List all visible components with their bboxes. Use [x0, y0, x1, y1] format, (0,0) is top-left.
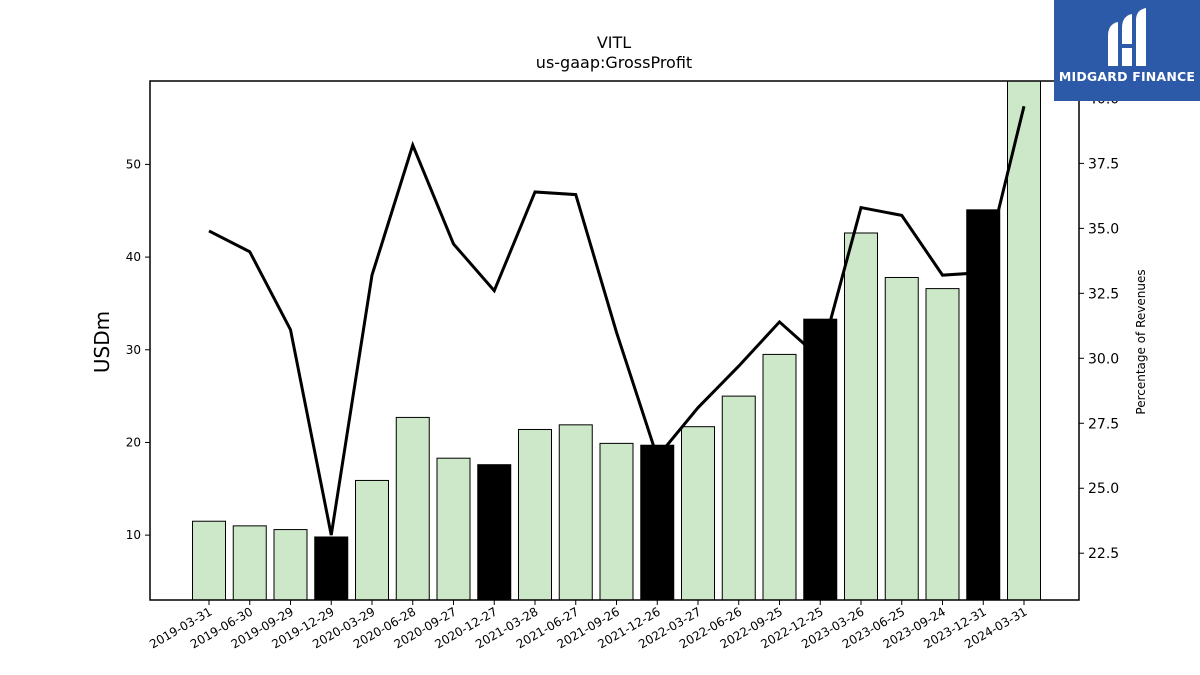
- y2-tick-label: 35.0: [1088, 221, 1119, 237]
- bar-2021-12-26: [640, 444, 675, 601]
- y2-tick-label: 27.5: [1088, 416, 1119, 432]
- y2-axis-label: Percentage of Revenues: [1134, 269, 1148, 414]
- chart-subtitle: us-gaap:GrossProfit: [536, 53, 692, 72]
- y-tick-label: 20: [126, 435, 141, 449]
- bar-2022-03-27: [681, 426, 715, 601]
- x-axis: 2019-03-312019-06-302019-09-292019-12-29…: [147, 600, 1030, 651]
- bar-2022-12-25: [803, 318, 838, 601]
- y2-tick-label: 30.0: [1088, 351, 1119, 367]
- chart-title: VITL: [597, 33, 631, 52]
- bar-2020-12-27: [477, 464, 512, 601]
- y-tick-label: 10: [126, 528, 141, 542]
- y-tick-label: 50: [126, 157, 141, 171]
- bar-2021-03-28: [518, 428, 552, 601]
- line-percentage-of-revenues: [208, 105, 1026, 536]
- bar-series: [192, 80, 1041, 601]
- bar-2024-03-31: [1007, 80, 1041, 601]
- bar-2020-03-29: [355, 479, 389, 601]
- y2-tick-label: 37.5: [1088, 156, 1119, 172]
- bar-2023-12-31: [966, 209, 1001, 601]
- logo-text: MIDGARD FINANCE: [1058, 69, 1196, 84]
- y2-tick-label: 25.0: [1088, 481, 1119, 497]
- line-series: [208, 105, 1026, 536]
- right-axis: 22.525.027.530.032.535.037.540.0: [1079, 91, 1119, 562]
- bar-2019-12-29: [314, 536, 349, 601]
- midgard-logo-icon: [1108, 8, 1146, 66]
- bar-2020-09-27: [436, 457, 471, 601]
- bar-2023-06-25: [884, 276, 919, 601]
- y-axis-label: USDm: [90, 311, 114, 373]
- y-tick-label: 30: [126, 343, 141, 357]
- y2-tick-label: 32.5: [1088, 286, 1119, 302]
- bar-2019-09-29: [273, 529, 308, 601]
- y2-tick-label: 22.5: [1088, 546, 1119, 562]
- bar-2020-06-28: [395, 416, 430, 601]
- bar-2022-09-25: [762, 353, 797, 601]
- bar-2023-09-24: [925, 288, 960, 601]
- bar-2019-03-31: [192, 520, 226, 601]
- bar-2023-03-26: [844, 232, 878, 601]
- y-tick-label: 40: [126, 250, 141, 264]
- bar-2022-06-26: [721, 395, 756, 601]
- bar-2019-06-30: [232, 525, 267, 601]
- left-axis: 10 20 30 40 50: [126, 157, 150, 542]
- bar-2021-06-27: [558, 424, 593, 601]
- midgard-logo: MIDGARD FINANCE: [1054, 0, 1200, 101]
- bar-2021-09-26: [599, 442, 634, 601]
- plot-frame: [149, 80, 1080, 601]
